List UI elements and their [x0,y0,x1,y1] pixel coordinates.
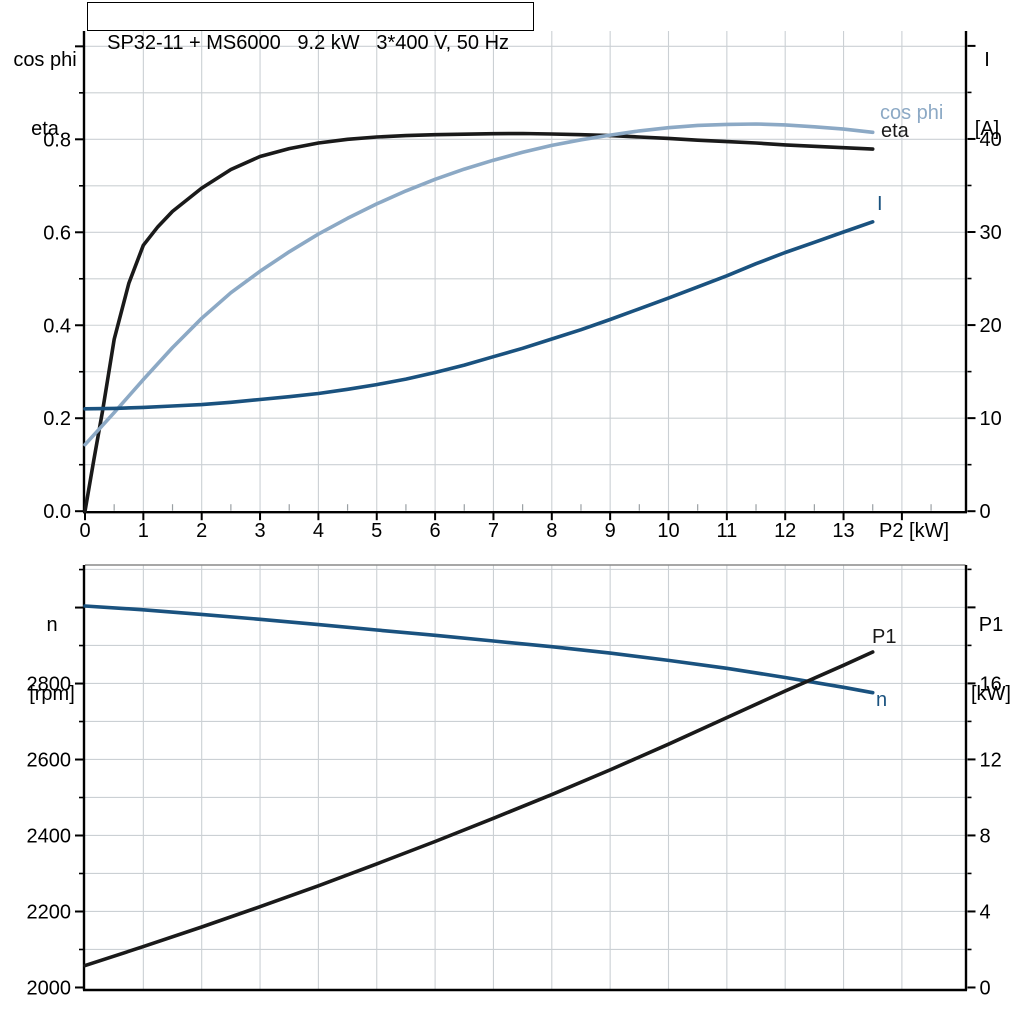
x-tick-label: 12 [774,520,796,542]
i-curve-label: I [877,193,883,215]
eta-curve-label: eta [881,120,910,142]
left-tick-label: 2800 [27,674,72,696]
left-tick-label: 0.8 [43,129,71,151]
chart-title: SP32-11 + MS6000 9.2 kW 3*400 V, 50 Hz [107,32,510,54]
p1-curve-label: P1 [872,626,896,648]
left-tick-label: 0.4 [43,315,71,337]
x-tick-label: 3 [254,520,265,542]
axis-label-eta: eta [31,118,59,140]
right-tick-label: 8 [980,825,991,847]
cos-phi-curve [83,122,875,447]
bottom-right-axis-label: P1 [kW] [958,568,1024,729]
right-tick-label: 0 [980,977,991,999]
axis-label-speed: n [46,614,58,636]
right-tick-label: 16 [980,673,1002,695]
right-tick-label: 40 [980,129,1002,151]
right-tick-label: 20 [980,315,1002,337]
top-left-axis-label: cos phi eta [6,3,84,164]
i-curve [83,220,875,411]
x-tick-label: 10 [657,520,679,542]
right-tick-label: 4 [980,901,991,923]
x-tick-label: 1 [138,520,149,542]
cos-phi-curve-label: cos phi [880,102,943,124]
p1-curve [83,650,875,968]
axis-label-current: I [984,49,990,71]
axis-label-p1: P1 [978,614,1004,636]
x-tick-label: 2 [196,520,207,542]
left-tick-label: 2200 [27,901,72,923]
x-tick-label: 13 [832,520,854,542]
x-tick-label: 6 [430,520,441,542]
left-tick-label: 0.6 [43,222,71,244]
axis-label-rpm-unit: [rpm] [29,683,75,705]
left-tick-label: 0.0 [43,501,71,523]
x-tick-label: 8 [546,520,557,542]
top-right-axis-label: I [A] [954,3,1020,164]
right-tick-label: 10 [980,408,1002,430]
x-axis-title: P2 [kW] [879,520,950,542]
axis-label-cos-phi: cos phi [13,49,77,71]
right-tick-label: 30 [980,222,1002,244]
axis-label-kw-unit: [kW] [971,683,1011,705]
x-tick-label: 5 [371,520,382,542]
x-tick-label: 7 [488,520,499,542]
eta-curve [83,131,875,514]
bottom-left-axis-label: n [rpm] [14,568,90,729]
n-curve-label: n [876,689,887,711]
x-tick-label: 0 [79,520,90,542]
chart-title-box: SP32-11 + MS6000 9.2 kW 3*400 V, 50 Hz [87,2,534,54]
left-tick-label: 2600 [27,750,72,772]
x-tick-label: 4 [313,520,324,542]
left-tick-label: 2400 [27,826,72,848]
n-curve [83,604,875,695]
right-tick-label: 12 [980,749,1002,771]
x-tick-label: 9 [605,520,616,542]
x-tick-label: 11 [716,520,737,542]
axis-label-amps-unit: [A] [974,118,1000,140]
right-tick-label: 0 [980,501,991,523]
left-tick-label: 0.2 [43,408,71,430]
left-tick-label: 2000 [27,977,72,999]
